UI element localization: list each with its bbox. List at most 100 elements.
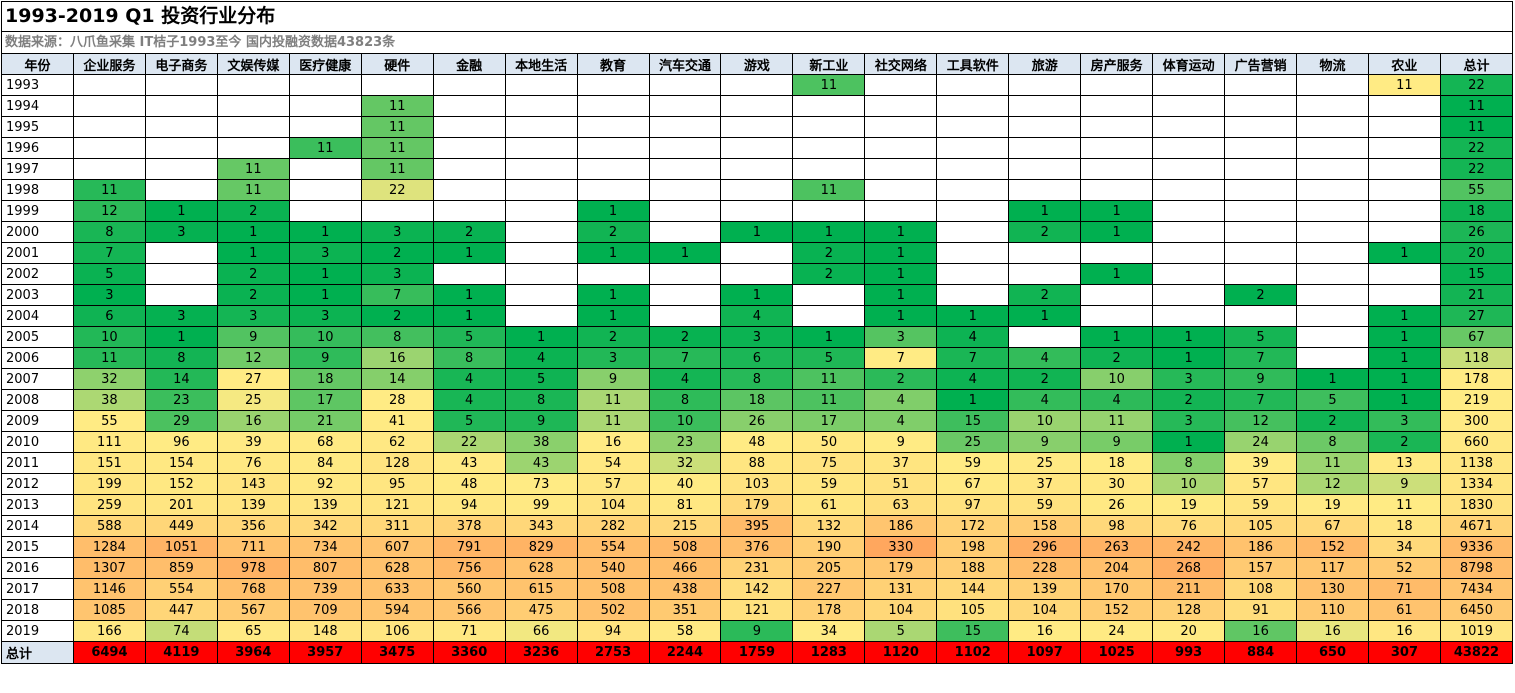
value-cell — [576, 158, 650, 180]
row-total-cell: 660 — [1439, 431, 1514, 453]
value-cell — [360, 200, 434, 222]
value-cell: 14 — [360, 368, 434, 390]
value-cell: 7 — [1224, 389, 1298, 411]
value-cell — [1008, 116, 1082, 138]
value-cell: 1 — [720, 284, 794, 306]
value-cell — [144, 95, 218, 117]
value-cell — [1296, 116, 1369, 138]
value-cell: 1 — [576, 200, 650, 222]
value-cell: 12 — [216, 347, 290, 369]
value-cell: 16 — [360, 347, 434, 369]
value-cell: 108 — [1224, 578, 1298, 600]
value-cell: 10 — [1152, 473, 1226, 495]
value-cell: 3 — [1152, 410, 1226, 432]
value-cell — [360, 74, 434, 96]
value-cell: 25 — [1008, 452, 1082, 474]
value-cell — [1080, 137, 1154, 159]
value-cell — [504, 95, 578, 117]
value-cell — [1224, 95, 1298, 117]
value-cell: 508 — [576, 578, 650, 600]
value-cell: 1 — [792, 221, 866, 243]
value-cell — [504, 263, 578, 285]
value-cell — [1367, 221, 1441, 243]
value-cell — [648, 263, 722, 285]
table-row: 2001 7 1 3 2 1 1 1 2 1 1 20 — [1, 242, 1514, 264]
column-total-cell: 1025 — [1080, 641, 1154, 664]
value-cell — [720, 137, 794, 159]
value-cell — [504, 242, 578, 264]
value-cell: 1 — [1367, 347, 1441, 369]
value-cell: 5 — [432, 410, 506, 432]
value-cell: 343 — [504, 515, 578, 537]
value-cell — [216, 74, 290, 96]
value-cell — [1296, 221, 1369, 243]
value-cell: 94 — [576, 620, 650, 642]
value-cell: 130 — [1296, 578, 1369, 600]
value-cell: 37 — [1008, 473, 1082, 495]
value-cell — [504, 305, 578, 327]
value-cell: 2 — [1224, 284, 1298, 306]
value-cell: 5 — [1224, 326, 1298, 348]
column-total-cell: 884 — [1224, 641, 1298, 664]
value-cell: 139 — [1008, 578, 1082, 600]
value-cell: 32 — [648, 452, 722, 474]
value-cell: 41 — [360, 410, 434, 432]
value-cell: 117 — [1296, 557, 1369, 579]
value-cell — [144, 137, 218, 159]
value-cell: 88 — [720, 452, 794, 474]
value-cell: 157 — [1224, 557, 1298, 579]
value-cell: 16 — [1224, 620, 1298, 642]
value-cell — [648, 179, 722, 201]
value-cell: 10 — [648, 410, 722, 432]
value-cell — [432, 263, 506, 285]
value-cell: 554 — [576, 536, 650, 558]
value-cell — [1080, 284, 1154, 306]
value-cell: 8 — [1296, 431, 1369, 453]
value-cell: 1 — [432, 305, 506, 327]
value-cell — [1152, 221, 1226, 243]
table-row: 1996 11 11 22 — [1, 137, 1514, 159]
value-cell: 48 — [432, 473, 506, 495]
value-cell — [432, 95, 506, 117]
value-cell: 75 — [792, 452, 866, 474]
value-cell: 68 — [288, 431, 362, 453]
value-cell: 154 — [144, 452, 218, 474]
value-cell: 768 — [216, 578, 290, 600]
value-cell: 76 — [216, 452, 290, 474]
value-cell — [720, 158, 794, 180]
value-cell: 11 — [792, 179, 866, 201]
column-total-cell: 307 — [1367, 641, 1441, 664]
value-cell: 8 — [72, 221, 146, 243]
value-cell: 18 — [288, 368, 362, 390]
value-cell: 23 — [648, 431, 722, 453]
value-cell: 3 — [360, 221, 434, 243]
row-total-cell: 1830 — [1439, 494, 1514, 516]
column-total-cell: 650 — [1296, 641, 1369, 664]
year-cell: 2011 — [1, 452, 74, 474]
year-cell: 2001 — [1, 242, 74, 264]
value-cell: 2 — [792, 242, 866, 264]
value-cell: 11 — [360, 158, 434, 180]
value-cell: 1 — [1152, 431, 1226, 453]
value-cell: 1 — [720, 221, 794, 243]
value-cell — [1224, 263, 1298, 285]
value-cell — [1008, 95, 1082, 117]
value-cell: 152 — [1296, 536, 1369, 558]
value-cell: 2 — [360, 242, 434, 264]
value-cell: 8 — [720, 368, 794, 390]
table-row: 2002 5 2 1 3 2 1 1 15 — [1, 263, 1514, 285]
value-cell: 65 — [216, 620, 290, 642]
value-cell: 9 — [1008, 431, 1082, 453]
column-header: 广告营销 — [1224, 53, 1298, 75]
value-cell — [864, 137, 938, 159]
value-cell — [144, 74, 218, 96]
value-cell — [1296, 74, 1369, 96]
value-cell — [720, 263, 794, 285]
value-cell: 54 — [576, 452, 650, 474]
value-cell: 1 — [864, 221, 938, 243]
value-cell — [864, 200, 938, 222]
table-row: 1994 11 11 — [1, 95, 1514, 117]
value-cell — [1296, 263, 1369, 285]
value-cell: 38 — [504, 431, 578, 453]
value-cell — [72, 116, 146, 138]
